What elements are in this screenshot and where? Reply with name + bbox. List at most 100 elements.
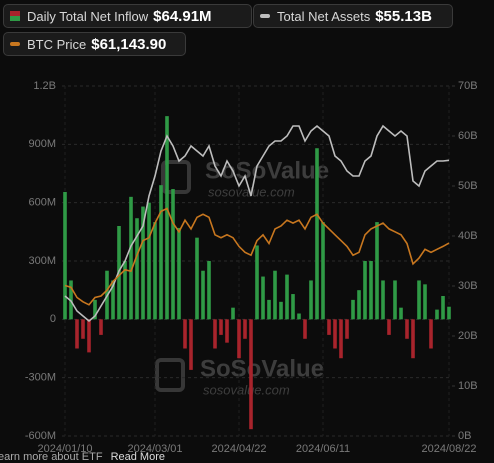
bar: [339, 319, 343, 359]
y-tick-label: -300M: [25, 372, 56, 384]
y2-tick-label: 20B: [458, 330, 478, 342]
bar: [387, 319, 391, 335]
bar: [327, 319, 331, 335]
bar: [357, 290, 361, 320]
y-tick-label: 300M: [28, 255, 56, 267]
bar: [225, 319, 229, 343]
bar: [135, 218, 139, 320]
bar: [351, 299, 355, 320]
y-tick-label: 1.2B: [33, 80, 56, 92]
y-tick-label: 0: [50, 313, 56, 325]
bar: [213, 319, 217, 349]
bar: [237, 319, 241, 359]
legend-icon: [260, 14, 270, 18]
bar: [303, 319, 307, 339]
bar: [405, 319, 409, 339]
bar: [201, 270, 205, 320]
bar: [447, 306, 451, 320]
bar: [267, 299, 271, 320]
bar: [183, 319, 187, 349]
x-tick-label: 2024/08/22: [421, 443, 476, 455]
bar: [153, 222, 157, 320]
bar: [195, 237, 199, 320]
footer: earn more about ETF Read More: [0, 451, 165, 463]
bar: [93, 299, 97, 320]
read-more-link[interactable]: Read More: [110, 451, 165, 463]
bar: [231, 307, 235, 320]
bar: [189, 319, 193, 370]
watermark-logo: [155, 358, 185, 392]
bar: [273, 270, 277, 320]
bar: [159, 185, 163, 320]
bar: [393, 280, 397, 320]
bar: [165, 116, 169, 320]
watermark-brand: SoSoValue: [205, 157, 329, 184]
watermark-brand: SoSoValue: [200, 355, 324, 382]
bar: [279, 301, 283, 320]
bar: [417, 280, 421, 320]
x-tick-label: 2024/06/11: [296, 443, 350, 455]
bar: [177, 227, 181, 320]
bar: [147, 202, 151, 320]
legend-value: $61,143.90: [91, 35, 167, 53]
bar: [219, 319, 223, 335]
bar: [345, 319, 349, 339]
legend-icon: [10, 42, 20, 46]
legend-item: Daily Total Net Inflow $64.91M: [3, 4, 252, 28]
y2-tick-label: 70B: [458, 80, 478, 92]
bar: [81, 319, 85, 339]
x-tick-label: 2024/04/22: [211, 443, 266, 455]
y-tick-label: 600M: [28, 197, 56, 209]
bar: [291, 294, 295, 320]
legend-name: Total Net Assets: [277, 8, 371, 24]
bar: [63, 191, 67, 320]
bar: [129, 196, 133, 320]
watermark-site: sosovalue.com: [203, 382, 290, 397]
y2-tick-label: 60B: [458, 130, 478, 142]
bar: [297, 313, 301, 320]
y2-tick-label: 40B: [458, 230, 478, 242]
line: [64, 124, 450, 323]
x-tick-label: 2024/01/10: [37, 443, 92, 455]
y2-tick-label: 10B: [458, 380, 478, 392]
bar: [411, 319, 415, 359]
bar: [87, 319, 91, 353]
y2-tick-label: 50B: [458, 180, 478, 192]
bar: [309, 280, 313, 320]
bar: [321, 222, 325, 320]
watermark: SoSoValue sosovalue.com SoSoValue sosova…: [155, 157, 329, 397]
legend-item: BTC Price $61,143.90: [3, 32, 186, 56]
line: [64, 207, 450, 306]
legend-value: $64.91M: [153, 7, 212, 25]
bar: [285, 274, 289, 320]
bar: [363, 261, 367, 320]
bar: [423, 284, 427, 320]
legend-name: BTC Price: [27, 36, 87, 52]
y2-tick-label: 30B: [458, 280, 478, 292]
bar: [369, 261, 373, 320]
bar: [141, 206, 145, 320]
bar: [123, 261, 127, 320]
y2-tick-label: 0B: [458, 430, 471, 442]
y-tick-label: -600M: [25, 430, 56, 442]
legend-icon: [10, 11, 20, 21]
bar: [249, 319, 253, 430]
bar: [435, 309, 439, 320]
bar: [375, 222, 379, 320]
bar: [207, 261, 211, 320]
bar: [111, 280, 115, 320]
bar: [243, 319, 247, 339]
bar: [429, 319, 433, 349]
bar: [441, 296, 445, 320]
x-tick-label: 2024/03/01: [127, 443, 182, 455]
footer-text: earn more about ETF: [0, 451, 103, 463]
bar: [333, 319, 337, 349]
bar: [171, 189, 175, 320]
bar: [255, 245, 259, 320]
bar: [261, 276, 265, 320]
bar: [69, 280, 73, 320]
bar: [99, 319, 103, 335]
y-tick-label: 900M: [28, 138, 56, 150]
